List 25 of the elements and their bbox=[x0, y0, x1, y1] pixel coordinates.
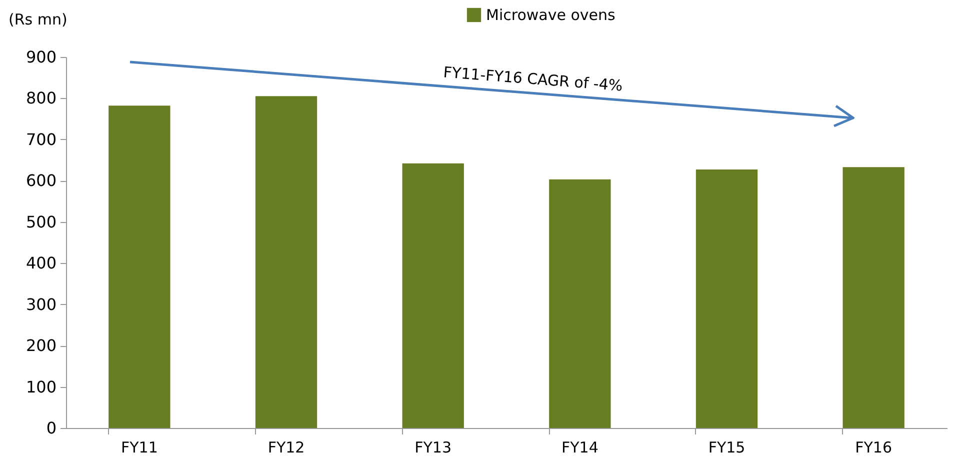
y-axis-title: (Rs mn) bbox=[8, 10, 68, 28]
x-tick-label: FY12 bbox=[268, 438, 305, 456]
y-tick-label: 900 bbox=[26, 48, 56, 66]
x-tick-label: FY14 bbox=[561, 438, 598, 456]
y-tick-label: 200 bbox=[26, 336, 56, 356]
bar bbox=[549, 179, 611, 428]
bar bbox=[696, 170, 758, 428]
annotation: FY11-FY16 CAGR of -4% bbox=[442, 63, 624, 95]
y-tick-label: 0 bbox=[46, 418, 56, 438]
y-tick-label: 100 bbox=[26, 377, 56, 396]
x-tick-label: FY11 bbox=[120, 438, 158, 456]
bar bbox=[402, 163, 464, 428]
y-tick-label: 800 bbox=[26, 88, 56, 108]
x-tick-label: FY16 bbox=[855, 438, 892, 456]
y-tick-label: 300 bbox=[26, 294, 56, 314]
bar bbox=[255, 96, 318, 428]
x-tick-label: FY13 bbox=[414, 438, 452, 456]
y-tick-label: 500 bbox=[26, 212, 56, 232]
x-tick-label: FY15 bbox=[708, 438, 746, 456]
y-tick-label: 600 bbox=[26, 171, 56, 190]
bar bbox=[842, 167, 904, 428]
y-tick-label: 400 bbox=[26, 254, 56, 273]
y-tick-label: 700 bbox=[26, 130, 56, 149]
legend-label: Microwave ovens bbox=[486, 6, 616, 24]
bar bbox=[108, 106, 170, 428]
